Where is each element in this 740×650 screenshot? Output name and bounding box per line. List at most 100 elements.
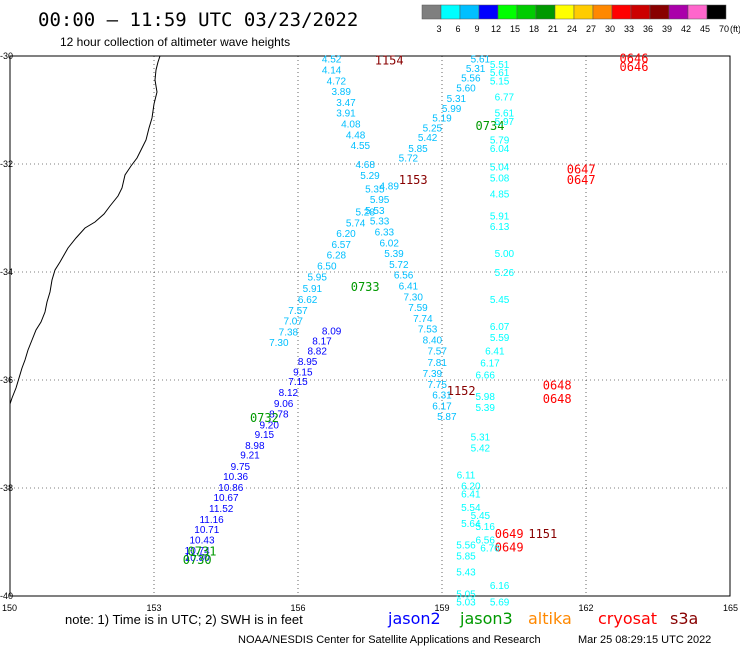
- colorbar-label: 36: [643, 24, 653, 34]
- wave-label-track-a: 4.08: [341, 120, 361, 131]
- wave-label-track-c: 5.15: [490, 76, 510, 87]
- colorbar-unit: (ft): [730, 24, 740, 34]
- wave-label-jason2: 9.75: [231, 462, 251, 473]
- wave-label-track-c: 5.69: [490, 597, 510, 608]
- wave-label-track-c: 6.04: [490, 144, 510, 155]
- wave-label-track-c: 5.43: [456, 568, 476, 579]
- wave-label-track-b: 5.61: [471, 55, 491, 66]
- wave-label-track-a: 5.39: [384, 249, 404, 260]
- wave-label-track-b: 4.89: [379, 182, 399, 193]
- lat-tick-label: -36: [0, 375, 13, 385]
- colorbar-swatch: [649, 4, 670, 20]
- wave-label-track-a: 6.02: [379, 238, 399, 249]
- wave-label-track-c: 6.11: [457, 471, 476, 482]
- wave-label-jason2: 10.80: [185, 553, 210, 564]
- wave-label-track-c: 5.03: [456, 597, 476, 608]
- latitude-labels: -30 -32 -34 -36 -38 -40: [0, 51, 13, 601]
- lat-tick-label: -40: [0, 591, 13, 601]
- wave-label-track-b: 5.60: [456, 83, 476, 94]
- colorbar-label: 3: [436, 24, 441, 34]
- wave-label-track-c: 5.39: [475, 403, 495, 414]
- wave-label-track-c: 5.61: [495, 109, 515, 120]
- colorbar-swatch: [554, 4, 575, 20]
- wave-label-track-c: 5.61: [490, 68, 510, 79]
- wave-label-cryosat: 0649: [495, 527, 524, 541]
- wave-label-track-a: 5.87: [437, 412, 457, 423]
- longitude-labels: 150 153 156 159 162 165: [2, 603, 738, 613]
- wave-label-jason3: 0734: [476, 119, 505, 133]
- wave-label-track-b: 5.42: [418, 133, 438, 144]
- colorbar-swatch: [478, 4, 499, 20]
- wave-label-track-c: 6.41: [461, 489, 481, 500]
- wave-label-jason2: 9.21: [240, 451, 260, 462]
- wave-label-track-a: 4.14: [322, 66, 342, 77]
- legend-altika: altika: [528, 609, 572, 628]
- wave-label-track-a: 6.17: [432, 401, 452, 412]
- colorbar-swatch: [611, 4, 632, 20]
- colorbar-swatch: [706, 4, 727, 20]
- wave-label-track-a: 5.72: [389, 260, 409, 271]
- wave-label-track-a: 6.41: [399, 282, 419, 293]
- colorbar-label: 27: [586, 24, 596, 34]
- wave-label-jason2: 11.52: [209, 504, 234, 515]
- wave-label-track-c: 6.16: [490, 581, 510, 592]
- wave-label-track-c: 5.00: [495, 249, 515, 260]
- wave-label-track-c: 5.26: [495, 268, 515, 279]
- wave-label-track-a: 7.75: [427, 380, 447, 391]
- wave-label-track-c: 5.42: [471, 444, 491, 455]
- wave-label-cryosat: 0649: [495, 540, 524, 554]
- lat-tick-label: -32: [0, 159, 13, 169]
- wave-label-track-b: 6.57: [331, 240, 351, 251]
- colorbar-label: 39: [662, 24, 672, 34]
- wave-label-jason2: 9.15: [293, 367, 313, 378]
- wave-label-track-a: 4.48: [346, 130, 366, 141]
- wave-label-track-c: 5.45: [490, 295, 510, 306]
- wave-label-cryosat: 0648: [543, 392, 572, 406]
- wave-label-jason2: 9.15: [255, 430, 275, 441]
- wave-label-track-b: 7.07: [283, 317, 303, 328]
- wave-label-track-a: 3.47: [336, 98, 356, 109]
- wave-label-track-b: 7.30: [269, 338, 289, 349]
- wave-label-track-c: 5.85: [456, 552, 476, 563]
- wave-label-jason2: 9.06: [274, 399, 294, 410]
- wave-label-track-c: 5.56: [456, 541, 476, 552]
- wave-label-track-b: 5.25: [423, 123, 443, 134]
- wave-label-track-b: 5.31: [447, 94, 467, 105]
- wave-label-track-a: 5.35: [365, 184, 385, 195]
- colorbar-swatch: [516, 4, 537, 20]
- wave-label-track-b: 5.56: [461, 74, 481, 85]
- wave-label-track-c: 5.54: [461, 503, 481, 514]
- wave-label-track-c: 5.98: [475, 392, 495, 403]
- lon-tick-label: 159: [434, 603, 449, 613]
- colorbar-label: 15: [510, 24, 520, 34]
- wave-label-jason3: 0730: [183, 553, 212, 567]
- wave-label-jason2: 8.17: [312, 337, 332, 348]
- lat-tick-label: -34: [0, 267, 13, 277]
- colorbar-label: 45: [700, 24, 710, 34]
- colorbar-swatch: [535, 4, 556, 20]
- colorbar-legend: 3 6 9 12 15 18 21 24 27 30 33 36 39 42 45 70 (ft): [421, 4, 740, 34]
- wave-label-track-a: 7.81: [427, 358, 447, 369]
- colorbar-swatch: [630, 4, 651, 20]
- wave-label-cryosat: 0646: [620, 60, 649, 74]
- wave-label-s3a: 1153: [399, 173, 428, 187]
- wave-label-track-b: 5.19: [432, 114, 452, 125]
- wave-label-jason2: 11.16: [199, 515, 224, 526]
- lon-tick-label: 153: [146, 603, 161, 613]
- wave-label-jason2: 8.95: [298, 357, 318, 368]
- colorbar-swatch: [421, 4, 442, 20]
- wave-label-track-a: 6.31: [432, 391, 452, 402]
- colorbar-label: 30: [605, 24, 615, 34]
- wave-label-track-c: 6.66: [475, 371, 495, 382]
- wave-label-track-c: 5.16: [475, 522, 495, 533]
- wave-label-track-a: 6.56: [394, 271, 414, 282]
- wave-label-jason2: 10.86: [218, 483, 243, 494]
- wave-label-track-b: 6.62: [298, 295, 318, 306]
- wave-label-track-a: 7.57: [427, 346, 447, 357]
- wave-label-track-c: 5.64: [461, 519, 481, 530]
- wave-label-jason2: 10.36: [223, 472, 248, 483]
- wave-label-jason2: 10.43: [189, 535, 214, 546]
- wave-label-track-a: 6.33: [375, 228, 395, 239]
- wave-label-track-b: 7.57: [288, 306, 308, 317]
